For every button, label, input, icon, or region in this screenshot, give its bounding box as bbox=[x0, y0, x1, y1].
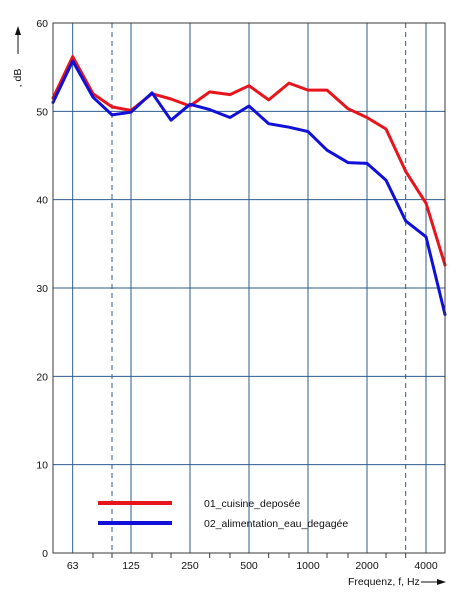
grid bbox=[53, 23, 445, 558]
series-layer bbox=[51, 55, 447, 316]
x-tick-labels: 63 125 250 500 1000 2000 4000 bbox=[67, 560, 438, 572]
x-tick-label: 500 bbox=[240, 560, 258, 572]
x-axis-label: Frequenz, f, Hz bbox=[348, 576, 420, 588]
y-tick-labels: 0 10 20 30 40 50 60 bbox=[36, 18, 48, 560]
y-axis-label-group: , dB bbox=[12, 26, 24, 87]
x-tick-label: 250 bbox=[181, 560, 199, 572]
y-tick-label: 0 bbox=[42, 548, 48, 560]
legend: 01_cuisine_deposée 02_alimentation_eau_d… bbox=[98, 498, 348, 530]
x-tick-label: 125 bbox=[122, 560, 140, 572]
legend-label-series-1: 01_cuisine_deposée bbox=[204, 498, 300, 510]
y-tick-label: 20 bbox=[36, 371, 48, 383]
y-tick-label: 40 bbox=[36, 195, 48, 207]
y-tick-label: 60 bbox=[36, 18, 48, 30]
y-axis-arrow-head bbox=[15, 26, 21, 35]
y-tick-label: 10 bbox=[36, 460, 48, 472]
x-tick-label: 4000 bbox=[414, 560, 438, 572]
legend-label-series-2: 02_alimentation_eau_degagée bbox=[204, 518, 348, 530]
series-line-1 bbox=[51, 55, 447, 267]
x-tick-label: 63 bbox=[67, 560, 79, 572]
x-tick-label: 2000 bbox=[355, 560, 379, 572]
x-tick-label: 1000 bbox=[296, 560, 320, 572]
plot-frame bbox=[52, 22, 446, 554]
y-tick-label: 50 bbox=[36, 106, 48, 118]
y-axis-label: , dB bbox=[12, 69, 24, 88]
x-axis-label-group: Frequenz, f, Hz bbox=[348, 576, 446, 588]
series-line-2 bbox=[51, 59, 447, 316]
x-axis-arrow-head bbox=[437, 579, 446, 585]
y-tick-label: 30 bbox=[36, 283, 48, 295]
